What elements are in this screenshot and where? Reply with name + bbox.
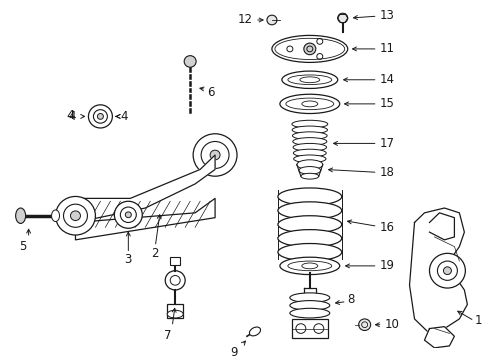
Circle shape <box>337 13 347 23</box>
Text: 11: 11 <box>379 42 394 55</box>
Text: 14: 14 <box>379 73 394 86</box>
Ellipse shape <box>277 216 341 233</box>
Ellipse shape <box>277 202 341 219</box>
Text: 4: 4 <box>120 110 127 123</box>
Ellipse shape <box>289 301 329 310</box>
Ellipse shape <box>279 257 339 275</box>
Circle shape <box>165 271 185 290</box>
Bar <box>291 319 327 338</box>
Circle shape <box>443 267 450 275</box>
Ellipse shape <box>16 208 25 224</box>
Text: 3: 3 <box>124 253 132 266</box>
Ellipse shape <box>289 293 329 302</box>
Polygon shape <box>75 155 215 222</box>
Circle shape <box>358 319 370 330</box>
Text: 2: 2 <box>151 247 159 260</box>
Ellipse shape <box>281 71 337 89</box>
Bar <box>170 257 180 265</box>
Text: 8: 8 <box>347 293 354 306</box>
Ellipse shape <box>291 120 327 128</box>
Ellipse shape <box>277 243 341 261</box>
Ellipse shape <box>296 160 322 170</box>
Text: 18: 18 <box>379 166 394 179</box>
Ellipse shape <box>249 327 260 336</box>
Text: 15: 15 <box>379 97 394 111</box>
Circle shape <box>266 15 276 25</box>
Text: 13: 13 <box>379 9 394 22</box>
Ellipse shape <box>291 126 327 134</box>
Text: 7: 7 <box>164 329 172 342</box>
Text: 10: 10 <box>384 318 399 331</box>
Ellipse shape <box>51 210 60 221</box>
Text: 1: 1 <box>473 314 481 327</box>
Text: 19: 19 <box>379 259 394 273</box>
Ellipse shape <box>293 149 325 157</box>
Text: 6: 6 <box>207 86 214 99</box>
Ellipse shape <box>298 167 320 174</box>
Ellipse shape <box>293 155 325 163</box>
Circle shape <box>184 56 196 67</box>
Circle shape <box>70 211 81 221</box>
Ellipse shape <box>277 230 341 247</box>
Circle shape <box>193 134 237 176</box>
Bar <box>167 305 183 318</box>
Ellipse shape <box>292 138 326 145</box>
Ellipse shape <box>292 143 326 151</box>
Circle shape <box>88 105 112 128</box>
Ellipse shape <box>300 173 318 179</box>
Ellipse shape <box>289 308 329 318</box>
Ellipse shape <box>167 310 183 318</box>
Text: 17: 17 <box>379 137 394 150</box>
Circle shape <box>125 212 131 218</box>
Polygon shape <box>408 208 467 333</box>
Ellipse shape <box>277 188 341 205</box>
Text: 4: 4 <box>66 109 74 122</box>
Ellipse shape <box>292 132 326 140</box>
Circle shape <box>210 150 220 160</box>
Circle shape <box>56 197 95 235</box>
Circle shape <box>114 201 142 228</box>
Text: 9: 9 <box>230 346 238 359</box>
Polygon shape <box>428 213 453 240</box>
Circle shape <box>303 43 315 55</box>
Polygon shape <box>424 327 453 348</box>
Text: 4: 4 <box>68 110 75 123</box>
Circle shape <box>428 253 465 288</box>
Circle shape <box>97 113 103 119</box>
Ellipse shape <box>271 35 347 62</box>
Polygon shape <box>75 198 215 240</box>
Text: 16: 16 <box>379 221 394 234</box>
Text: 12: 12 <box>238 13 252 27</box>
Text: 5: 5 <box>19 240 26 253</box>
Ellipse shape <box>279 94 339 113</box>
